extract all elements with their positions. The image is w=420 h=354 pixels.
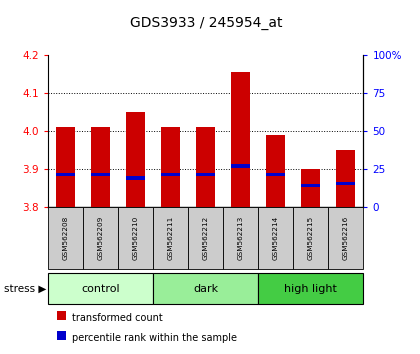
Bar <box>336 150 355 207</box>
Bar <box>161 127 181 207</box>
Bar <box>91 173 110 176</box>
Text: GSM562210: GSM562210 <box>133 216 139 260</box>
Bar <box>126 112 145 207</box>
Text: high light: high light <box>284 284 337 293</box>
Bar <box>48 207 83 269</box>
Bar <box>231 72 250 207</box>
Bar <box>91 127 110 207</box>
Bar <box>153 207 188 269</box>
Bar <box>336 182 355 185</box>
Bar <box>153 273 258 304</box>
Bar <box>328 207 363 269</box>
Bar <box>83 207 118 269</box>
Bar <box>258 207 293 269</box>
Text: transformed count: transformed count <box>72 313 163 323</box>
Bar <box>266 173 286 176</box>
Text: GSM562214: GSM562214 <box>273 216 279 260</box>
Text: GSM562216: GSM562216 <box>343 216 349 260</box>
Bar <box>56 173 76 176</box>
Text: GSM562213: GSM562213 <box>238 216 244 260</box>
Text: GDS3933 / 245954_at: GDS3933 / 245954_at <box>129 16 282 30</box>
Bar <box>196 173 215 176</box>
Bar <box>126 176 145 179</box>
Text: dark: dark <box>193 284 218 293</box>
Text: GSM562211: GSM562211 <box>168 216 174 260</box>
Bar <box>56 127 76 207</box>
Bar <box>223 207 258 269</box>
Bar <box>196 127 215 207</box>
Bar <box>188 207 223 269</box>
Bar <box>231 164 250 168</box>
Bar <box>301 184 320 187</box>
Text: GSM562212: GSM562212 <box>203 216 209 260</box>
Bar <box>266 135 286 207</box>
Bar <box>48 273 153 304</box>
Bar <box>118 207 153 269</box>
Text: GSM562215: GSM562215 <box>308 216 314 260</box>
Text: control: control <box>81 284 120 293</box>
Bar <box>301 169 320 207</box>
Bar <box>293 207 328 269</box>
Text: GSM562209: GSM562209 <box>98 216 104 260</box>
Text: percentile rank within the sample: percentile rank within the sample <box>72 332 237 343</box>
Text: GSM562208: GSM562208 <box>63 216 69 260</box>
Bar <box>161 173 181 176</box>
Bar <box>258 273 363 304</box>
Text: stress ▶: stress ▶ <box>4 284 47 293</box>
